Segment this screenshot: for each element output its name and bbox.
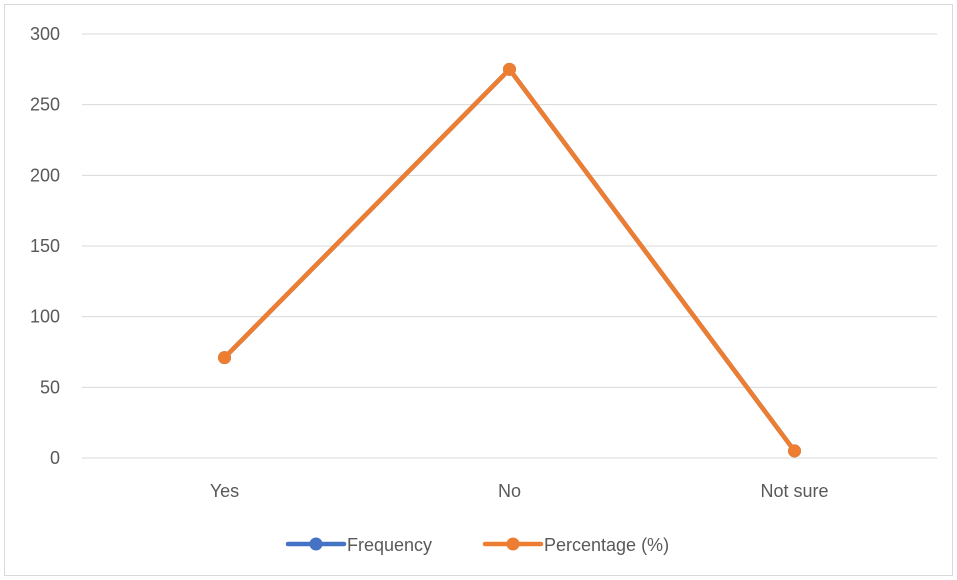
legend-swatch-marker [506,537,520,551]
data-point [503,62,516,76]
data-point [788,444,801,458]
x-tick-label: No [498,481,521,501]
x-axis-tick-labels: Yes No Not sure [210,481,829,501]
y-tick-label: 50 [40,377,60,397]
y-tick-label: 150 [30,236,60,256]
legend-item: Frequency [285,535,432,555]
y-tick-label: 200 [30,165,60,185]
y-tick-label: 300 [30,24,60,44]
legend: Frequency Percentage (%) [285,535,669,555]
y-tick-label: 100 [30,307,60,327]
legend-label: Frequency [347,535,432,555]
x-tick-label: Yes [210,481,239,501]
series-line [222,67,797,454]
series-lines [218,62,801,458]
y-tick-label: 0 [50,448,60,468]
series-line [222,67,797,454]
legend-label: Percentage (%) [544,535,669,555]
series-percentage [218,62,801,458]
gridlines [82,33,937,459]
y-axis-tick-labels: 0 50 100 150 200 250 300 [30,24,60,468]
x-tick-label: Not sure [760,481,828,501]
series-frequency [218,62,801,458]
legend-item: Percentage (%) [482,535,669,555]
y-tick-label: 250 [30,95,60,115]
legend-swatch-marker [309,537,323,551]
data-point [218,351,231,365]
